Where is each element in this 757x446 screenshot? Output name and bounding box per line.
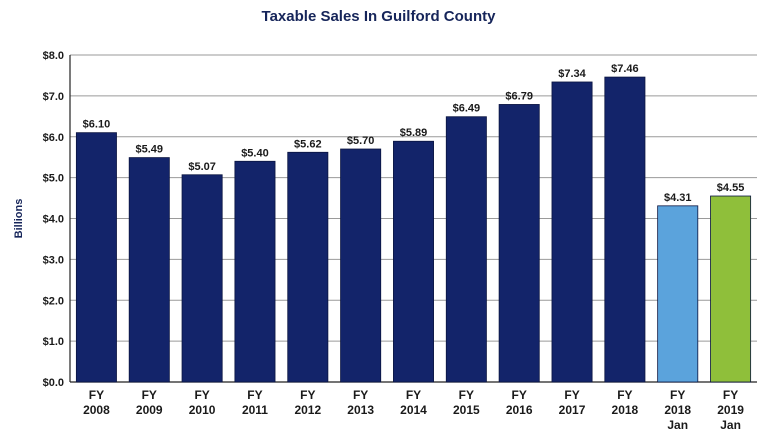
x-tick-label: FY 2009 (136, 388, 163, 417)
data-label: $6.49 (453, 103, 481, 115)
bar (340, 148, 382, 383)
x-tick-label: FY 2018 (612, 388, 639, 417)
bar (498, 104, 540, 383)
x-tick-label: FY 2016 (506, 388, 533, 417)
data-label: $5.49 (136, 144, 164, 156)
data-label: $5.07 (188, 161, 216, 173)
x-tick-label: FY 2013 (347, 388, 374, 417)
x-tick-label: FY 2014 (400, 388, 427, 417)
x-tick-label: FY 2017 (559, 388, 586, 417)
data-label: $5.70 (347, 135, 375, 147)
y-tick-label: $7.0 (43, 91, 64, 103)
bar (710, 195, 752, 383)
y-tick-label: $2.0 (43, 295, 64, 307)
y-axis-title: Billions (13, 199, 25, 239)
y-tick-label: $5.0 (43, 173, 64, 185)
y-tick-label: $6.0 (43, 132, 64, 144)
x-tick-label: FY 2011 (242, 388, 268, 417)
data-label: $7.34 (558, 68, 586, 80)
y-tick-label: $4.0 (43, 214, 64, 226)
bar (128, 157, 170, 383)
x-tick-label: FY 2008 (83, 388, 110, 417)
x-tick-label: FY 2010 (189, 388, 216, 417)
bar (445, 116, 487, 383)
bar (551, 81, 593, 383)
data-label: $6.79 (505, 90, 533, 102)
y-tick-label: $3.0 (43, 254, 64, 266)
bar (657, 205, 699, 383)
bar (393, 140, 434, 383)
x-tick-label: FY 2019 Jan (717, 388, 744, 432)
bar (75, 132, 117, 383)
bar (181, 174, 223, 383)
bar (287, 151, 329, 383)
data-label: $6.10 (83, 119, 111, 131)
data-label: $7.46 (611, 63, 639, 75)
x-tick-label: FY 2015 (453, 388, 480, 417)
data-label: $5.89 (400, 127, 428, 139)
y-tick-label: $0.0 (43, 377, 64, 389)
x-tick-label: FY 2012 (294, 388, 321, 417)
bar (234, 160, 276, 383)
data-label: $4.55 (717, 182, 745, 194)
data-label: $4.31 (664, 192, 692, 204)
y-tick-label: $8.0 (43, 50, 64, 62)
bar (604, 76, 646, 383)
data-label: $5.62 (294, 138, 322, 150)
data-label: $5.40 (241, 147, 269, 159)
x-tick-label: FY 2018 Jan (664, 388, 691, 432)
y-tick-label: $1.0 (43, 336, 64, 348)
chart-title: Taxable Sales In Guilford County (261, 8, 496, 25)
